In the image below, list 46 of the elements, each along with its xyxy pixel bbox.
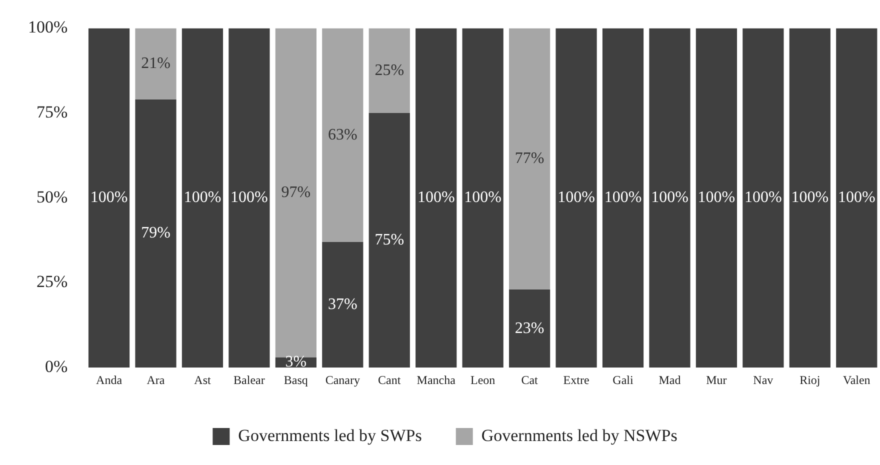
data-label: 63% (328, 126, 358, 144)
data-label: 25% (374, 62, 404, 79)
x-tick-label: Balear (234, 372, 265, 387)
data-label: 100% (558, 189, 595, 206)
x-tick-label: Nav (753, 372, 774, 387)
y-tick-label: 100% (28, 18, 68, 37)
data-label: 23% (514, 320, 544, 337)
legend-label: Governments led by NSWPs (481, 426, 678, 445)
data-label: 100% (791, 189, 829, 206)
data-label: 100% (230, 189, 268, 206)
data-label: 100% (604, 189, 642, 206)
data-label: 75% (374, 232, 404, 249)
data-label: 100% (698, 189, 736, 206)
x-tick-label: Cant (378, 372, 402, 387)
x-tick-label: Extre (563, 372, 590, 387)
data-label: 100% (464, 189, 502, 206)
data-label: 100% (838, 189, 876, 206)
x-tick-label: Mad (658, 372, 681, 387)
data-label: 97% (281, 184, 311, 202)
data-label: 37% (328, 296, 358, 314)
data-label: 100% (90, 189, 128, 206)
x-tick-label: Ast (194, 372, 212, 387)
data-label: 21% (141, 55, 170, 72)
x-tick-label: Basq (284, 372, 308, 387)
y-tick-label: 75% (36, 102, 68, 122)
x-tick-label: Rioj (800, 372, 820, 387)
x-tick-label: Valen (842, 372, 870, 387)
x-tick-label: Mur (706, 372, 727, 387)
x-tick-label: Ara (146, 372, 166, 387)
legend-label: Governments led by SWPs (238, 426, 422, 445)
data-label: 100% (651, 189, 688, 206)
y-tick-label: 25% (36, 272, 68, 292)
data-label: 77% (514, 150, 544, 168)
x-tick-label: Canary (325, 372, 360, 387)
x-tick-label: Cat (521, 372, 539, 387)
x-tick-label: Leon (470, 372, 496, 387)
y-tick-label: 0% (44, 357, 68, 376)
data-label: 79% (141, 224, 170, 242)
y-tick-label: 50% (36, 187, 68, 206)
data-label: 100% (184, 189, 222, 206)
x-tick-label: Anda (96, 372, 123, 387)
x-tick-label: Gali (612, 372, 634, 387)
data-label: 100% (417, 189, 455, 206)
data-label: 100% (744, 189, 782, 206)
data-label: 3% (285, 354, 307, 371)
x-tick-label: Mancha (416, 372, 456, 387)
